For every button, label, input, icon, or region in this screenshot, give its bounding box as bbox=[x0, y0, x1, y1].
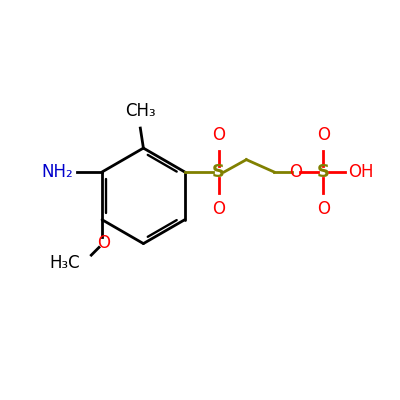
Text: OH: OH bbox=[348, 163, 374, 181]
Text: CH₃: CH₃ bbox=[125, 102, 156, 120]
Text: O: O bbox=[317, 126, 330, 144]
Text: O: O bbox=[317, 200, 330, 218]
Text: NH₂: NH₂ bbox=[41, 163, 73, 181]
Text: O: O bbox=[97, 234, 110, 252]
Text: O: O bbox=[289, 163, 302, 181]
Text: S: S bbox=[212, 163, 225, 181]
Text: O: O bbox=[212, 200, 225, 218]
Text: H₃C: H₃C bbox=[50, 254, 80, 272]
Text: S: S bbox=[317, 163, 330, 181]
Text: O: O bbox=[212, 126, 225, 144]
